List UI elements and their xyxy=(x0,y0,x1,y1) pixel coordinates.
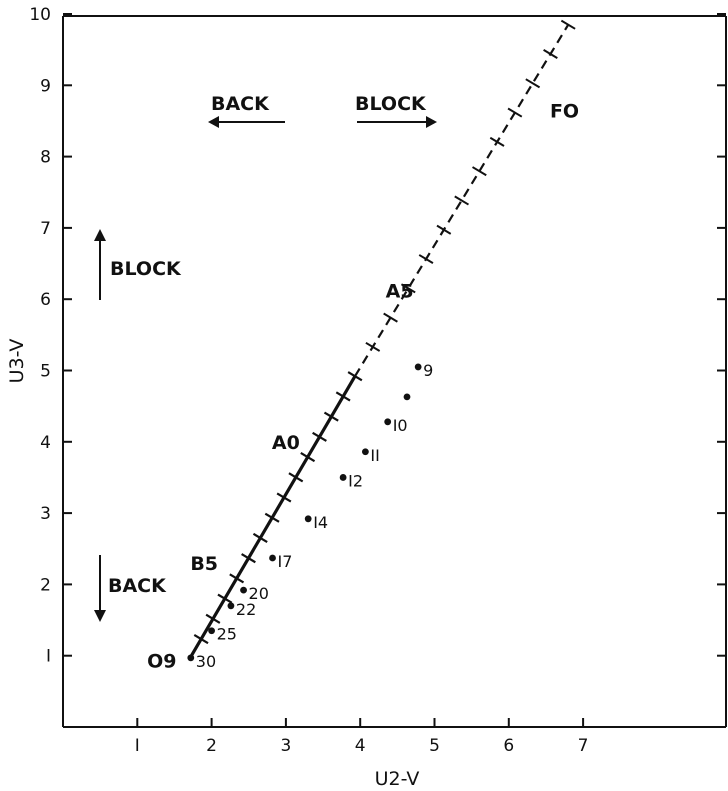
data-point xyxy=(227,602,235,610)
block-horizontal-annotation: BLOCK xyxy=(355,93,437,128)
track-tick-dashed xyxy=(507,107,523,118)
data-point xyxy=(304,515,312,523)
data-point-label: I2 xyxy=(348,471,363,490)
track-tick-solid xyxy=(288,472,304,483)
data-point xyxy=(384,418,392,426)
data-point-label: 30 xyxy=(196,652,216,671)
x-tick-label: 7 xyxy=(578,736,589,756)
track-tick-dashed xyxy=(365,341,381,352)
x-tick-label: 4 xyxy=(355,736,366,756)
x-tick-label: 3 xyxy=(280,736,291,756)
y-axis-title: U3-V xyxy=(6,339,28,384)
data-point xyxy=(240,586,247,594)
data-point xyxy=(187,654,195,662)
track-tick-dashed xyxy=(383,312,398,323)
x-axis-title: U2-V xyxy=(375,768,420,790)
block-vertical-annotation: BLOCK xyxy=(94,229,182,300)
y-tick-label: 10 xyxy=(29,5,51,25)
track-tick-dashed xyxy=(400,283,416,294)
down-arrow-icon xyxy=(94,555,106,622)
up-arrow-icon xyxy=(94,229,106,300)
data-point xyxy=(403,393,411,401)
back-horizontal-label: BACK xyxy=(211,93,270,115)
y-tick-label: I xyxy=(46,647,51,667)
track-tick-solid xyxy=(241,553,256,564)
data-point xyxy=(339,474,347,481)
track-tick-solid xyxy=(347,371,363,382)
track-tick-dashed xyxy=(543,49,558,59)
spectral-type-label: B5 xyxy=(190,553,218,575)
track-tick-solid xyxy=(323,411,339,422)
track-tick-solid xyxy=(252,532,268,543)
y-tick-label: 5 xyxy=(40,362,51,382)
track-tick-dashed xyxy=(418,254,434,264)
x-axis: I 2 3 4 5 6 7 xyxy=(135,718,589,756)
track-tick-solid xyxy=(335,391,351,402)
spectral-type-label: A5 xyxy=(386,281,414,303)
track-tick-dashed xyxy=(525,78,541,89)
spectral-type-label: O9 xyxy=(147,651,176,673)
y-tick-label: 4 xyxy=(40,433,51,453)
block-horizontal-label: BLOCK xyxy=(355,93,427,115)
y-tick-label: 2 xyxy=(40,575,51,595)
left-arrow-icon xyxy=(208,116,285,128)
data-point-label: I4 xyxy=(313,513,328,532)
track-tick-dashed xyxy=(436,224,452,235)
data-point-label: I0 xyxy=(393,416,408,435)
x-tick-label: 2 xyxy=(206,736,217,756)
x-tick-label: I xyxy=(135,736,140,756)
data-point-label: I7 xyxy=(278,552,293,571)
back-horizontal-annotation: BACK xyxy=(208,93,285,128)
y-tick-label: 7 xyxy=(40,219,51,239)
data-point-label: II xyxy=(370,446,379,465)
back-vertical-annotation: BACK xyxy=(94,555,167,622)
track-tick-solid xyxy=(229,573,245,584)
track-tick-dashed xyxy=(454,195,470,206)
block-vertical-label: BLOCK xyxy=(110,258,182,280)
track-tick-dashed xyxy=(489,136,505,147)
track-tick-dashed xyxy=(472,166,487,177)
data-point xyxy=(269,554,276,562)
data-point xyxy=(362,448,369,456)
y-tick-label: 6 xyxy=(40,290,51,310)
track-tick-solid xyxy=(300,452,316,463)
data-point-label: 25 xyxy=(217,625,237,644)
y-tick-label: 3 xyxy=(40,504,51,524)
x-tick-label: 5 xyxy=(429,736,440,756)
data-point xyxy=(208,627,216,635)
track-tick-solid xyxy=(193,634,209,645)
data-point-label: 9 xyxy=(423,361,433,380)
y-tick-label: 9 xyxy=(40,76,51,96)
x-tick-label: 6 xyxy=(503,736,514,756)
track-tick-dashed xyxy=(560,19,576,30)
data-point-label: 22 xyxy=(236,600,256,619)
right-arrow-icon xyxy=(357,116,437,128)
track-tick-solid xyxy=(217,593,233,604)
track-tick-solid xyxy=(205,613,221,624)
track-tick-solid xyxy=(264,512,280,523)
spectral-labels: O9 B5 A0 A5 FO xyxy=(147,100,579,672)
spectral-track xyxy=(187,19,576,661)
y-tick-label: 8 xyxy=(40,148,51,168)
data-point-label: 20 xyxy=(249,584,269,603)
data-point xyxy=(414,363,422,371)
back-vertical-label: BACK xyxy=(108,575,167,597)
spectral-type-label: FO xyxy=(550,100,579,122)
spectral-type-label: A0 xyxy=(272,432,300,454)
track-tick-solid xyxy=(312,431,327,442)
track-tick-solid xyxy=(276,492,292,503)
